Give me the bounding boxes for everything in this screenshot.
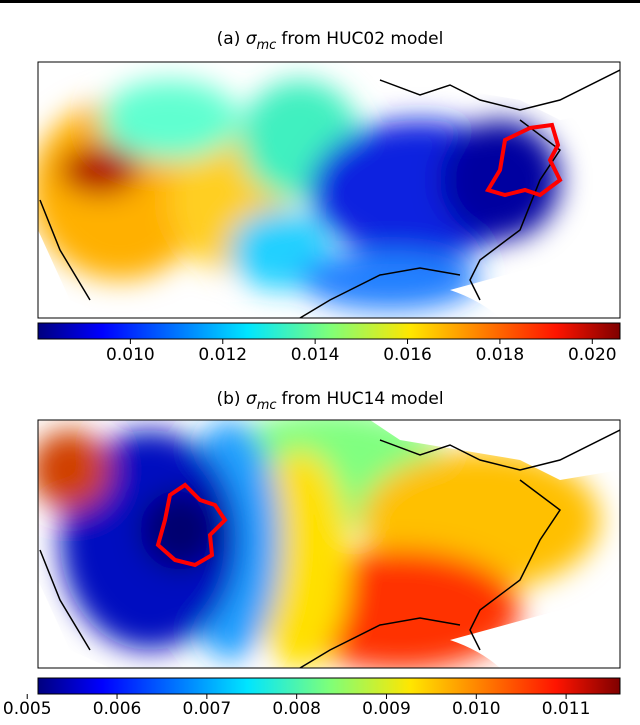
tick-label: 0.016: [383, 345, 432, 365]
tick-label: 0.020: [568, 345, 617, 365]
top-rule: [0, 0, 640, 3]
title-text: from HUC14 model: [282, 389, 444, 409]
panel-title: (b) σmc from HUC14 model: [216, 389, 443, 413]
tick-label: 0.018: [476, 345, 525, 365]
tick-label: 0.011: [542, 699, 591, 719]
subscript: mc: [257, 38, 277, 53]
panel-label: (a): [217, 29, 241, 49]
panel-label: (b): [216, 389, 240, 409]
map-frame: [37, 419, 621, 669]
tick-label: 0.006: [93, 699, 142, 719]
symbol: σ: [246, 29, 258, 49]
map-a: [38, 62, 620, 318]
colorbar: [37, 677, 621, 695]
tick-label: 0.010: [106, 345, 155, 365]
panel-title: (a) σmc from HUC02 model: [217, 29, 444, 53]
map-b: [38, 420, 620, 668]
tick-label: 0.014: [291, 345, 340, 365]
colorbar: [37, 322, 621, 340]
tick-label: 0.007: [183, 699, 232, 719]
tick-label: 0.010: [452, 699, 501, 719]
tick-label: 0.005: [3, 699, 52, 719]
symbol: σ: [246, 389, 258, 409]
tick-label: 0.008: [272, 699, 321, 719]
tick-label: 0.012: [198, 345, 247, 365]
title-text: from HUC02 model: [281, 29, 443, 49]
map-frame: [37, 61, 621, 319]
subscript: mc: [257, 398, 277, 413]
tick-label: 0.009: [362, 699, 411, 719]
